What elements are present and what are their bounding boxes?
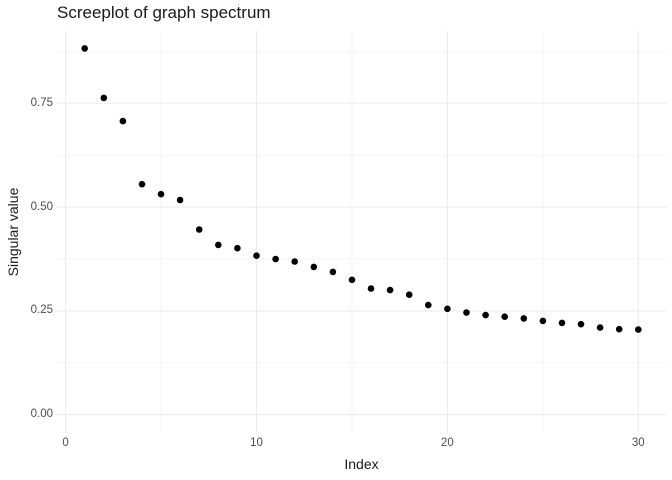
data-point — [615, 325, 623, 333]
data-point — [310, 263, 318, 271]
data-point — [425, 301, 432, 309]
chart-title: Screeplot of graph spectrum — [57, 3, 271, 22]
y-tick-label: 0.50 — [30, 200, 53, 213]
data-point — [157, 190, 165, 198]
data-point — [482, 311, 489, 319]
data-point — [539, 317, 547, 325]
data-point — [138, 180, 146, 188]
data-point — [291, 258, 299, 265]
data-point — [635, 326, 642, 333]
data-point — [195, 226, 203, 233]
data-point — [463, 309, 470, 316]
data-point — [272, 255, 279, 263]
y-tick-label: 0.00 — [30, 408, 53, 421]
data-point — [577, 320, 585, 328]
data-point — [253, 252, 260, 259]
data-point — [329, 268, 337, 276]
x-tick-label: 30 — [631, 437, 645, 449]
y-tick-label: 0.25 — [30, 304, 53, 317]
data-point — [100, 94, 108, 102]
data-point — [558, 319, 566, 327]
data-point — [348, 276, 356, 284]
data-point — [405, 291, 413, 299]
data-point — [520, 315, 528, 322]
data-point — [367, 285, 375, 292]
y-tick-label: 0.75 — [30, 96, 53, 109]
data-point — [81, 45, 88, 52]
x-tick-label: 0 — [62, 437, 69, 449]
x-tick-label: 10 — [250, 437, 263, 449]
data-point — [444, 305, 451, 313]
data-point — [215, 241, 222, 249]
x-axis-title: Index — [344, 456, 379, 472]
data-point — [176, 196, 184, 204]
data-point — [386, 286, 394, 294]
data-point — [119, 117, 127, 125]
data-point — [234, 244, 241, 252]
x-tick-label: 20 — [441, 437, 454, 449]
data-point — [596, 324, 604, 331]
data-point — [501, 313, 509, 321]
